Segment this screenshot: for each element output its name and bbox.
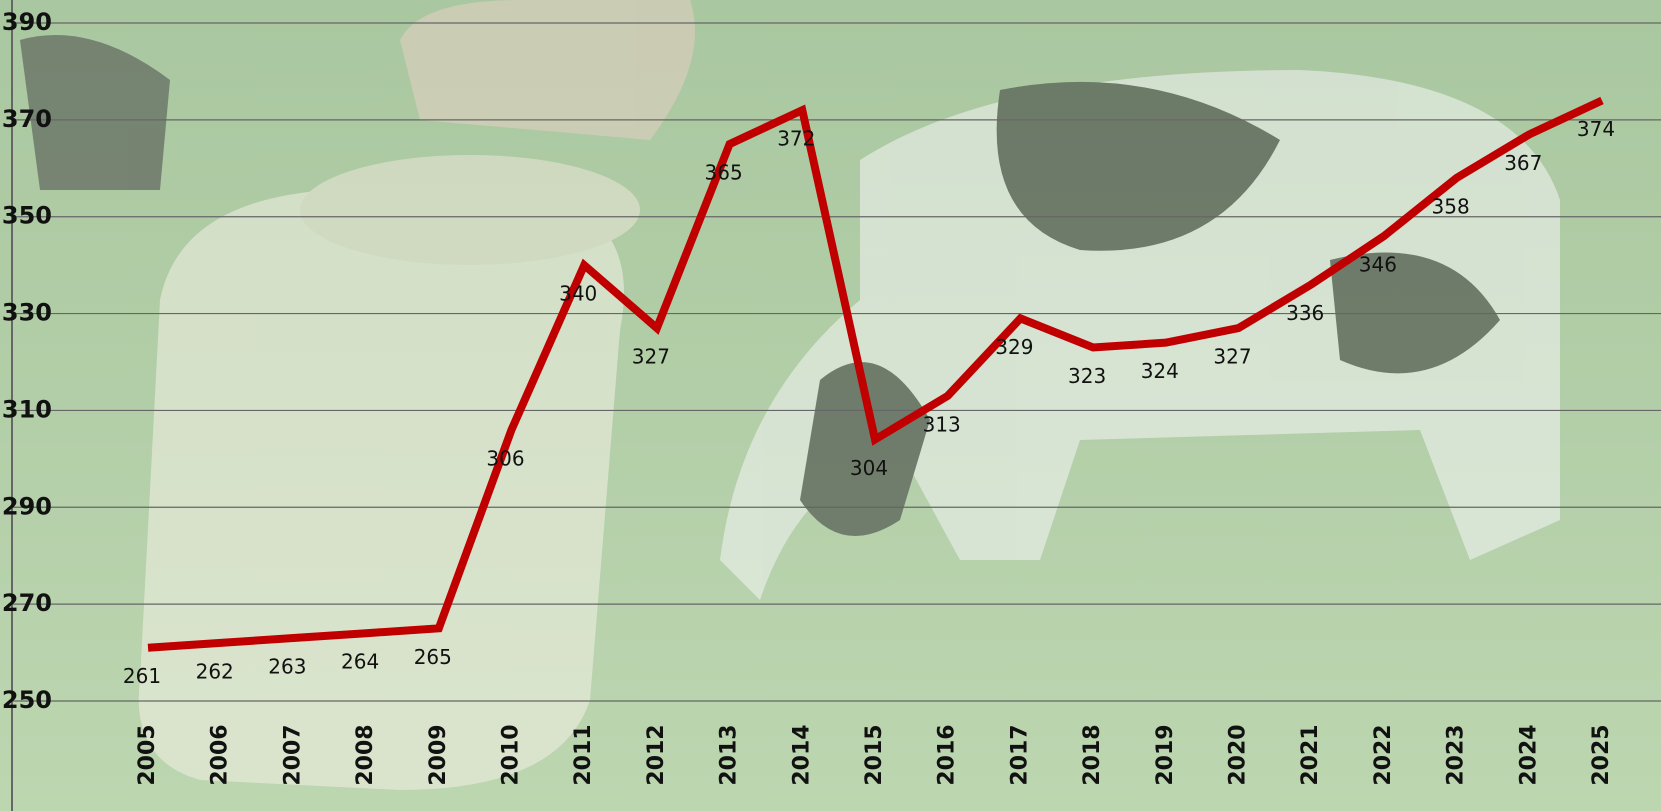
- x-tick-label: 2023: [1444, 724, 1469, 785]
- y-tick-label: 270: [2, 589, 52, 617]
- data-label: 313: [923, 412, 961, 436]
- data-label: 262: [196, 659, 234, 683]
- data-label: 261: [123, 664, 161, 688]
- y-tick-label: 290: [2, 492, 52, 520]
- x-tick-label: 2006: [208, 724, 233, 785]
- x-tick-label: 2021: [1298, 724, 1323, 785]
- data-label: 365: [705, 161, 743, 185]
- x-tick-label: 2012: [644, 724, 669, 785]
- x-tick-label: 2019: [1153, 724, 1178, 785]
- data-label: 323: [1068, 364, 1106, 388]
- x-tick-label: 2018: [1080, 724, 1105, 785]
- chart: 250 270 290 310 330 350 370 390 2005 2006 2007 2008…: [0, 0, 1661, 811]
- data-label: 324: [1141, 359, 1179, 383]
- data-label: 374: [1577, 117, 1615, 141]
- x-tick-label: 2005: [135, 724, 160, 785]
- x-tick-label: 2014: [789, 724, 814, 785]
- data-label: 372: [777, 127, 815, 151]
- y-tick-label: 250: [2, 686, 52, 714]
- data-label: 265: [414, 645, 452, 669]
- x-tick-label: 2010: [499, 724, 524, 785]
- x-tick-label: 2022: [1371, 724, 1396, 785]
- x-tick-label: 2020: [1226, 724, 1251, 785]
- y-tick-label: 330: [2, 299, 52, 327]
- x-tick-label: 2016: [935, 724, 960, 785]
- data-label: 340: [559, 282, 597, 306]
- data-label: 329: [995, 335, 1033, 359]
- x-tick-label: 2024: [1516, 724, 1541, 785]
- y-tick-label: 310: [2, 395, 52, 423]
- x-tick-label: 2009: [426, 724, 451, 785]
- y-tick-label: 350: [2, 202, 52, 230]
- data-label: 358: [1432, 194, 1470, 218]
- page: {"chart_data": {"type": "line", "categor…: [0, 0, 1661, 811]
- x-tick-label: 2011: [571, 724, 596, 785]
- data-label: 304: [850, 456, 888, 480]
- x-tick-label: 2013: [717, 724, 742, 785]
- data-label: 306: [486, 446, 524, 470]
- data-label: 367: [1504, 151, 1542, 175]
- data-label: 336: [1286, 301, 1324, 325]
- x-tick-label: 2008: [353, 724, 378, 785]
- y-tick-label: 370: [2, 105, 52, 133]
- y-tick-label: 390: [2, 8, 52, 36]
- x-tick-label: 2025: [1589, 724, 1614, 785]
- data-label: 327: [1213, 345, 1251, 369]
- data-label: 327: [632, 345, 670, 369]
- x-tick-label: 2015: [862, 724, 887, 785]
- data-label: 264: [341, 650, 379, 674]
- x-tick-label: 2007: [280, 724, 305, 785]
- data-label: 346: [1359, 253, 1397, 277]
- data-label: 263: [268, 655, 306, 679]
- x-tick-label: 2017: [1007, 724, 1032, 785]
